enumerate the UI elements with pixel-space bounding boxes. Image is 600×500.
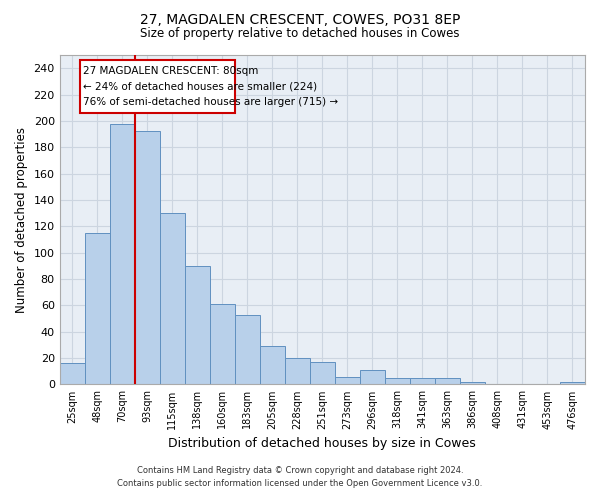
Bar — [460, 382, 485, 384]
Text: 27, MAGDALEN CRESCENT, COWES, PO31 8EP: 27, MAGDALEN CRESCENT, COWES, PO31 8EP — [140, 12, 460, 26]
Bar — [85, 233, 110, 384]
Bar — [59, 364, 85, 384]
Bar — [385, 378, 410, 384]
Y-axis label: Number of detached properties: Number of detached properties — [15, 126, 28, 312]
Bar — [235, 314, 260, 384]
Bar — [285, 358, 310, 384]
Bar — [260, 346, 285, 385]
Bar — [110, 124, 135, 384]
Text: ← 24% of detached houses are smaller (224): ← 24% of detached houses are smaller (22… — [83, 82, 317, 92]
Text: Contains HM Land Registry data © Crown copyright and database right 2024.
Contai: Contains HM Land Registry data © Crown c… — [118, 466, 482, 487]
Bar — [360, 370, 385, 384]
Bar — [560, 382, 585, 384]
Bar — [310, 362, 335, 384]
Bar — [135, 132, 160, 384]
Bar — [435, 378, 460, 384]
Bar — [160, 213, 185, 384]
Text: 27 MAGDALEN CRESCENT: 80sqm: 27 MAGDALEN CRESCENT: 80sqm — [83, 66, 259, 76]
Bar — [210, 304, 235, 384]
Bar — [410, 378, 435, 384]
FancyBboxPatch shape — [80, 60, 235, 113]
Text: 76% of semi-detached houses are larger (715) →: 76% of semi-detached houses are larger (… — [83, 97, 338, 107]
Bar — [185, 266, 210, 384]
X-axis label: Distribution of detached houses by size in Cowes: Distribution of detached houses by size … — [169, 437, 476, 450]
Bar — [335, 376, 360, 384]
Text: Size of property relative to detached houses in Cowes: Size of property relative to detached ho… — [140, 28, 460, 40]
